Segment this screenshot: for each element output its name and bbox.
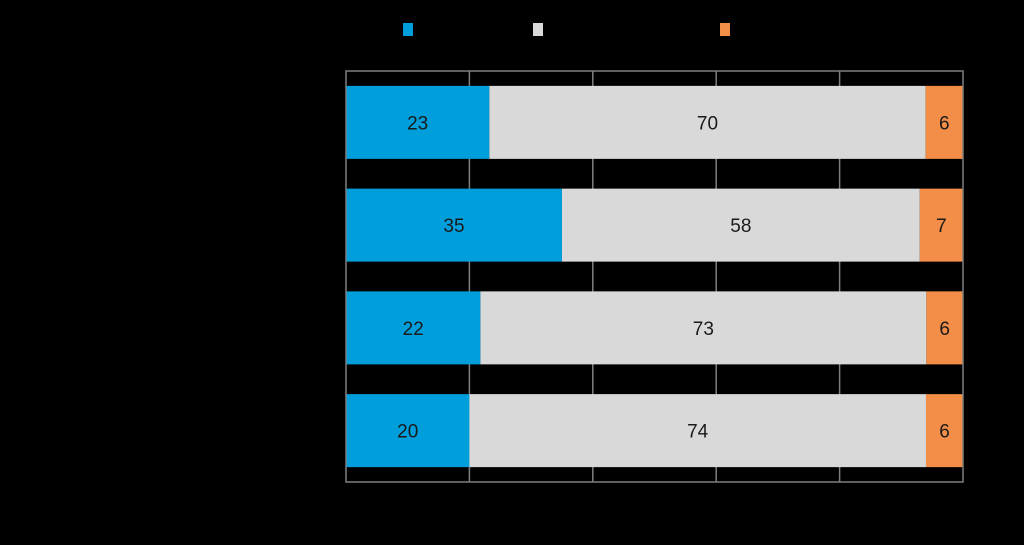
bars [346, 85, 963, 468]
bar-segment [489, 85, 926, 159]
bar-segment [346, 188, 562, 262]
data-label: 20 [397, 422, 418, 443]
bar-segment [346, 291, 481, 365]
bar-segment [926, 291, 963, 365]
data-label: 22 [403, 319, 424, 340]
data-label: 6 [939, 422, 950, 443]
data-label: 23 [407, 113, 428, 134]
plot-frame [345, 70, 964, 483]
data-label: 6 [939, 113, 950, 134]
data-label: 6 [939, 319, 950, 340]
bar-segment [469, 394, 926, 468]
legend-swatch [720, 23, 730, 36]
legend-swatch [403, 23, 413, 36]
data-label: 58 [730, 216, 751, 237]
bar-segment [346, 394, 470, 468]
bar-segment [346, 85, 490, 159]
legend [403, 23, 730, 36]
data-label: 73 [693, 319, 714, 340]
bar-segment [480, 291, 927, 365]
data-label: 70 [697, 113, 718, 134]
bar-segment [919, 188, 963, 262]
data-label: 7 [936, 216, 947, 237]
data-label: 35 [443, 216, 464, 237]
bar-segment [925, 394, 963, 468]
data-label: 74 [687, 422, 709, 443]
bar-segment [561, 188, 920, 262]
legend-swatch [533, 23, 543, 36]
data-labels: 23 70 6 35 58 7 22 73 6 20 74 6 [397, 113, 950, 442]
bar-segment [925, 85, 963, 159]
